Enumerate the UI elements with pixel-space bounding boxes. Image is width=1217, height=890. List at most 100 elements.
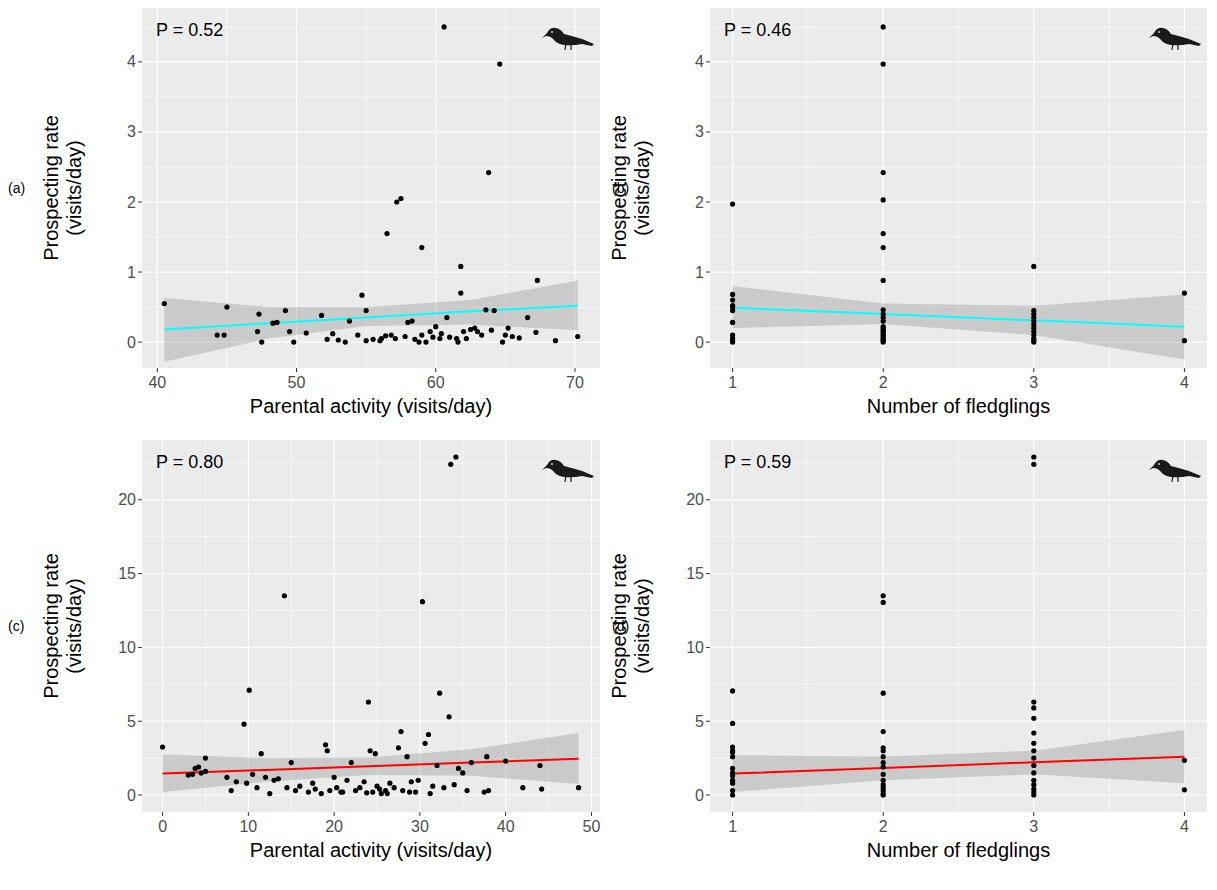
minor-grid-line [710,166,1207,167]
point [439,331,444,336]
point [881,764,886,769]
point [319,791,324,796]
point [377,338,382,343]
axis-title: Prospecting rate(visits/day) [608,553,653,699]
tick-label: 50 [288,374,306,391]
confidence-band [733,730,1185,792]
bird-eye [551,463,553,465]
point [464,788,469,793]
tick-label: 1 [728,374,737,391]
bird-icon [1149,460,1201,482]
point [730,297,735,302]
point [416,339,421,344]
point [881,24,886,29]
point [373,751,378,756]
point [881,754,886,759]
tick-label: 20 [118,491,136,508]
grid-line [142,794,600,795]
point [389,332,394,337]
point [430,784,435,789]
tick [138,342,142,343]
bird-legs [565,43,571,50]
point [422,741,427,746]
annotation: P = 0.52 [156,20,223,40]
grid-line [710,201,1207,202]
point [730,754,735,759]
point [379,791,384,796]
panel: 4050607001234Parental activity (visits/d… [8,8,600,417]
bird-body [1149,28,1201,46]
minor-grid-line [142,96,600,97]
minor-grid-line [710,684,1207,685]
point [400,788,405,793]
point [1182,758,1187,763]
point [289,760,294,765]
tick [1184,812,1185,816]
tick [883,812,884,816]
point [458,264,463,269]
tick-label: 15 [686,565,704,582]
tick [505,812,506,816]
point [1031,792,1036,797]
point [387,781,392,786]
point [428,329,433,334]
minor-grid-line [710,610,1207,611]
tick [883,368,884,372]
tick [138,61,142,62]
tick [706,499,710,500]
point [229,788,234,793]
confidence-band [733,286,1185,360]
grid-line [710,131,1207,132]
plot-background [142,440,600,812]
point [259,339,264,344]
point [1031,699,1036,704]
tick [706,795,710,796]
point [416,778,421,783]
point [510,334,515,339]
point [881,772,886,777]
tick [157,368,158,372]
point [730,721,735,726]
point [441,785,446,790]
tick [1033,368,1034,372]
tick-label: 40 [148,374,166,391]
point [537,763,542,768]
fit-line [733,757,1185,774]
minor-grid-line [710,96,1207,97]
tick-label: 20 [325,818,343,835]
point [446,714,451,719]
grid-line [142,721,600,722]
point [881,197,886,202]
point [730,292,735,297]
marks [730,24,1187,359]
grid-line [591,440,592,812]
grid-line [248,440,249,812]
plot-background [710,8,1207,368]
tick [435,368,436,372]
point [244,781,249,786]
tick [706,272,710,273]
point [1031,748,1036,753]
grid [710,8,1207,368]
tick [138,272,142,273]
point [1031,756,1036,761]
point [1031,741,1036,746]
tick-label: 0 [158,818,167,835]
point [370,337,375,342]
point [282,593,287,598]
point [469,760,474,765]
point [203,769,208,774]
axis-title-line: (visits/day) [631,578,653,674]
point [274,320,279,325]
tick [1184,368,1185,372]
panel: 123405101520Number of fledglingsProspect… [608,440,1208,861]
minor-grid-line [291,440,292,812]
minor-grid-line [710,536,1207,537]
point [730,750,735,755]
panel: 0102030405005101520Parental activity (vi… [8,440,600,861]
tick [419,812,420,816]
tick-label: 0 [127,334,136,351]
point [383,333,388,338]
point [1182,338,1187,343]
point [364,790,369,795]
